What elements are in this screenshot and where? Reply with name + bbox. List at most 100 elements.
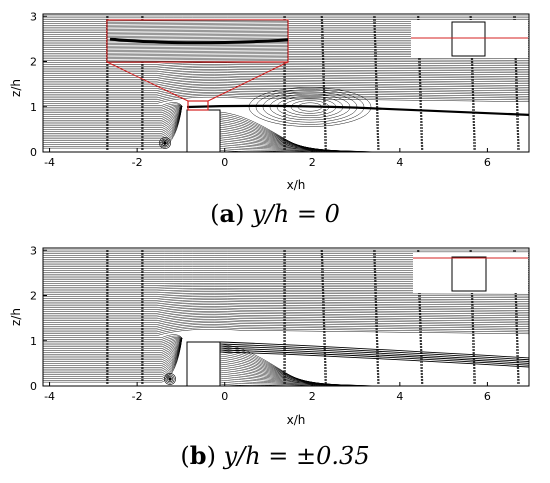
y-tick-label: 1 (30, 335, 37, 348)
zoom-streamline (107, 25, 288, 27)
streamline (43, 315, 529, 321)
streamline (43, 77, 529, 82)
recirculation-loop (290, 100, 330, 114)
streamline (43, 72, 529, 76)
streamline (43, 105, 183, 125)
rake-line (322, 15, 327, 151)
rake-line (374, 249, 379, 385)
streamline (43, 337, 183, 379)
streamline (43, 91, 529, 99)
zoom-streamline (107, 36, 288, 38)
horseshoe-vortex (161, 139, 169, 147)
recirculation-loop (297, 102, 323, 112)
zoom-streamline (107, 38, 288, 40)
horseshoe-vortex (160, 138, 170, 148)
x-tick-label: 0 (221, 390, 228, 403)
streamline (43, 78, 529, 84)
streamline (43, 102, 183, 107)
zoom-streamline (107, 20, 288, 22)
streamline (43, 334, 183, 339)
rake-line (374, 15, 380, 151)
streamline (43, 83, 529, 89)
panel-a-frame (42, 13, 530, 153)
streamline (43, 337, 183, 370)
streamline (43, 95, 529, 102)
streamline (43, 105, 183, 121)
wake-streamline (220, 384, 379, 386)
streamline (43, 88, 529, 95)
rake-line (321, 249, 327, 385)
zoom-streamline (107, 22, 288, 24)
streamline (43, 105, 183, 149)
panel-b-x-axis-label: x/h (287, 413, 306, 427)
streamline (43, 90, 529, 97)
zoom-streamline (107, 33, 288, 36)
streamline (43, 105, 183, 134)
streamline (43, 69, 529, 73)
panel-a-zoom-region (187, 100, 209, 111)
rake-line (322, 249, 327, 385)
recirculation-loop (283, 98, 337, 116)
zoom-streamline (107, 32, 288, 34)
streamline (43, 297, 529, 301)
panel-a-y-axis-label: z/h (9, 79, 23, 97)
streamline (43, 93, 529, 100)
y-tick-label: 0 (30, 146, 37, 159)
rake-line (373, 15, 378, 151)
streamline (43, 337, 183, 346)
rake-line (374, 15, 379, 151)
zoom-streamline (107, 46, 288, 48)
streamline (43, 65, 529, 69)
caption-a-tag: a (219, 199, 236, 228)
streamline (43, 105, 183, 136)
panel-a-x-axis-label: x/h (287, 178, 306, 192)
streamline (43, 337, 183, 351)
shear-layer (219, 347, 529, 364)
panel-b-y-axis-label: z/h (9, 308, 23, 326)
zoom-streamline (107, 31, 288, 33)
streamline (43, 337, 183, 383)
horseshoe-vortex (164, 373, 176, 385)
streamline (43, 291, 529, 294)
x-tick-label: -4 (44, 390, 55, 403)
streamline (43, 317, 529, 323)
rake-line (321, 15, 327, 151)
zoom-streamline (107, 35, 288, 37)
recirculation-loop (248, 87, 372, 127)
zoom-streamline (107, 56, 288, 58)
streamline (43, 325, 529, 333)
x-tick-label: 6 (484, 156, 491, 169)
streamline (43, 105, 183, 119)
rake-line (320, 249, 326, 385)
shear-layer (219, 345, 529, 363)
zoom-streamline (107, 43, 288, 45)
streamline (43, 337, 183, 344)
streamline (43, 64, 529, 67)
streamline (43, 82, 529, 87)
y-tick-label: 1 (30, 101, 37, 114)
zoom-streamline (107, 53, 288, 55)
shear-layer (219, 349, 529, 366)
streamline (43, 105, 183, 112)
panel-a-location-inset (411, 20, 528, 58)
streamline (43, 336, 183, 342)
streamline (43, 105, 183, 141)
streamline (43, 309, 529, 314)
x-tick-label: 2 (309, 156, 316, 169)
streamline (43, 306, 529, 310)
zoom-streamline (107, 47, 288, 50)
panel-a-zoom-inset (106, 19, 289, 111)
panel-b: -4 -2 0 2 4 6 0 1 2 3 z/h x/h (9, 244, 530, 427)
streamline (43, 324, 529, 331)
streamline (43, 327, 529, 334)
zoom-streamline (107, 50, 288, 52)
streamline (43, 335, 183, 340)
panel-a: -4 -2 0 2 4 6 0 1 2 3 z/h x/h (9, 10, 530, 192)
zoom-streamline (107, 21, 288, 23)
caption-b-math: y/h = ±0.35 (223, 442, 370, 470)
streamline (43, 105, 183, 117)
caption-a-math: y/h = 0 (252, 200, 340, 228)
caption-a: (a) y/h = 0 (210, 199, 340, 229)
streamline (43, 337, 183, 368)
